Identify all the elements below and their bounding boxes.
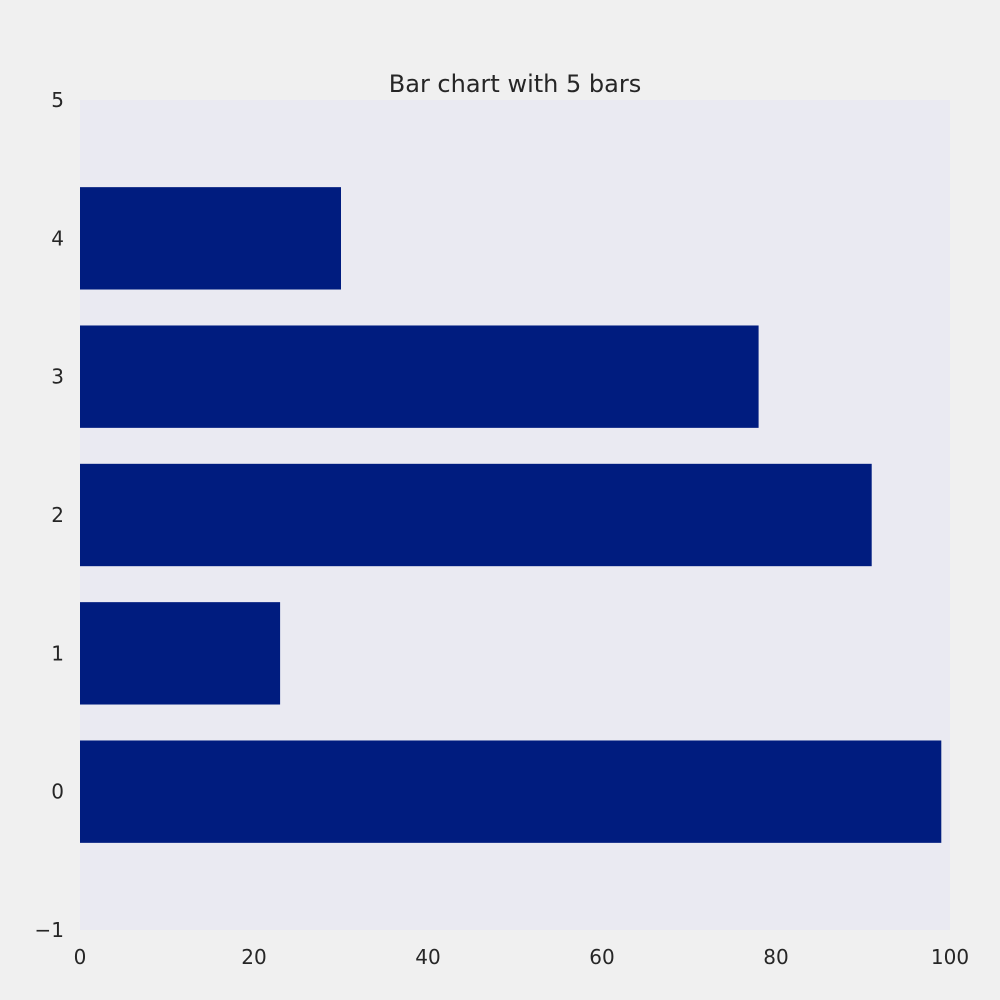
y-tick-label: −1 xyxy=(35,918,64,942)
x-tick-label: 20 xyxy=(241,945,266,969)
x-tick-label: 80 xyxy=(763,945,788,969)
bar-0 xyxy=(80,740,942,843)
y-tick-label: 0 xyxy=(51,780,64,804)
x-tick-label: 60 xyxy=(589,945,614,969)
bar-4 xyxy=(80,187,341,290)
bar-2 xyxy=(80,463,872,567)
y-tick-label: 1 xyxy=(51,641,64,665)
bar-1 xyxy=(80,602,281,705)
y-tick-label: 3 xyxy=(51,365,64,389)
y-tick-label: 4 xyxy=(51,226,64,250)
bars xyxy=(80,187,942,843)
bar-3 xyxy=(80,325,759,428)
x-tick-label: 40 xyxy=(415,945,440,969)
x-tick-label: 0 xyxy=(74,945,87,969)
y-tick-label: 2 xyxy=(51,503,64,527)
x-axis-ticks: 0 20 40 60 80 100 xyxy=(74,945,969,969)
chart-title: Bar chart with 5 bars xyxy=(389,70,641,98)
y-axis-ticks: −1 0 1 2 3 4 5 xyxy=(35,88,64,942)
y-tick-label: 5 xyxy=(51,88,64,112)
x-tick-label: 100 xyxy=(931,945,969,969)
